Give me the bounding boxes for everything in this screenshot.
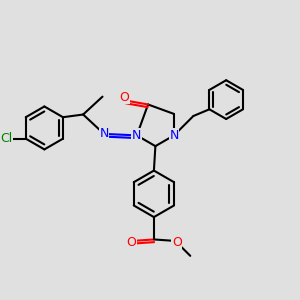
Text: O: O bbox=[120, 91, 130, 103]
Text: O: O bbox=[172, 236, 182, 249]
Text: N: N bbox=[169, 129, 179, 142]
Text: N: N bbox=[99, 128, 109, 140]
Text: N: N bbox=[132, 129, 142, 142]
Text: Cl: Cl bbox=[0, 132, 13, 145]
Text: O: O bbox=[126, 236, 136, 249]
